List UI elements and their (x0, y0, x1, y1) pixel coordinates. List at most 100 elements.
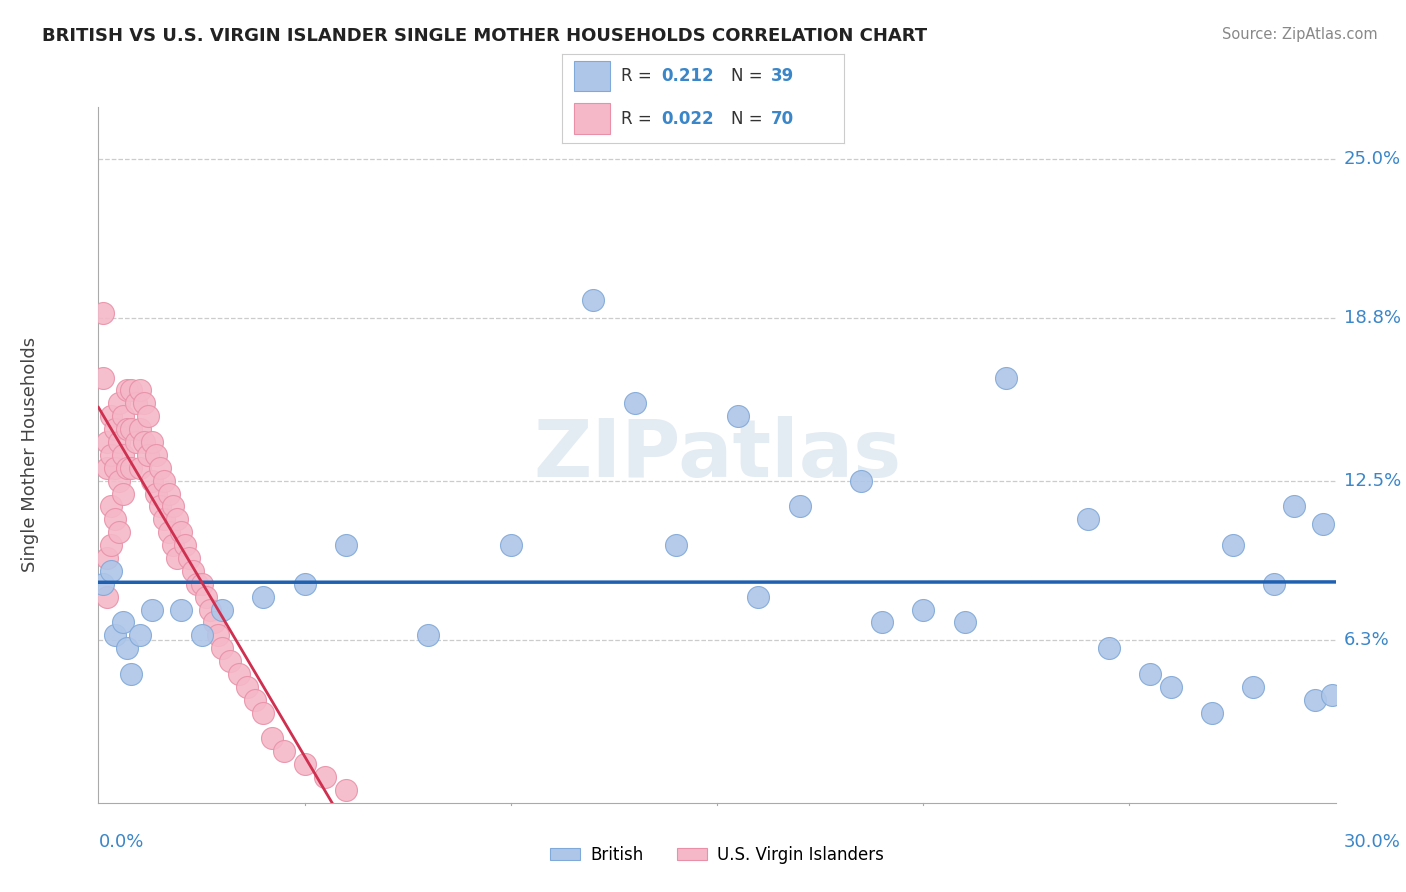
Point (1241, 680, 1264, 694)
Point (912, 602, 935, 616)
Point (120, 667, 142, 681)
Point (112, 409, 135, 424)
Point (162, 538, 184, 552)
Point (128, 384, 150, 398)
Point (128, 422, 150, 436)
Point (91, 370, 114, 384)
Point (104, 512, 127, 526)
Point (273, 744, 295, 758)
Point (149, 460, 172, 475)
Point (851, 474, 873, 488)
Point (582, 293, 605, 308)
Point (145, 486, 167, 500)
Point (181, 564, 204, 578)
Text: Source: ZipAtlas.com: Source: ZipAtlas.com (1222, 27, 1378, 42)
Point (108, 474, 131, 488)
Point (166, 551, 188, 566)
Point (100, 448, 122, 462)
Text: 30.0%: 30.0% (1344, 833, 1400, 851)
Point (96, 460, 118, 475)
Point (104, 628, 127, 642)
Point (141, 474, 163, 488)
Text: 0.0%: 0.0% (98, 833, 143, 851)
Text: N =: N = (731, 67, 762, 85)
Point (120, 460, 142, 475)
Point (314, 770, 336, 784)
Point (128, 628, 150, 642)
Point (100, 564, 122, 578)
Point (104, 460, 127, 475)
Point (252, 590, 274, 604)
Text: 6.3%: 6.3% (1344, 632, 1389, 649)
Point (124, 396, 146, 410)
Point (252, 706, 274, 720)
Point (1320, 688, 1343, 702)
Text: Single Mother Households: Single Mother Households (21, 337, 39, 573)
Point (499, 538, 522, 552)
Point (243, 692, 266, 706)
Point (96, 590, 118, 604)
Point (1077, 512, 1099, 526)
Point (162, 500, 184, 514)
Point (335, 538, 357, 552)
Point (190, 576, 212, 591)
Point (153, 474, 176, 488)
Point (870, 615, 893, 630)
Point (96, 435, 118, 450)
Point (190, 628, 212, 642)
Point (112, 486, 135, 500)
Point (112, 448, 135, 462)
Point (136, 448, 159, 462)
Text: 25.0%: 25.0% (1344, 150, 1402, 168)
Point (108, 396, 131, 410)
Point (1139, 667, 1161, 681)
Point (260, 731, 283, 746)
Point (170, 525, 193, 540)
Text: 0.022: 0.022 (661, 110, 713, 128)
Point (1303, 692, 1326, 706)
Text: BRITISH VS U.S. VIRGIN ISLANDER SINGLE MOTHER HOUSEHOLDS CORRELATION CHART: BRITISH VS U.S. VIRGIN ISLANDER SINGLE M… (42, 27, 928, 45)
Point (132, 435, 155, 450)
Point (174, 538, 197, 552)
Point (294, 757, 316, 772)
Point (108, 435, 131, 450)
Text: 18.8%: 18.8% (1344, 310, 1400, 327)
Point (953, 615, 976, 630)
Point (418, 628, 440, 642)
Point (120, 384, 142, 398)
Point (207, 628, 229, 642)
Point (128, 460, 150, 475)
Text: 0.212: 0.212 (661, 67, 713, 85)
Point (91, 576, 114, 591)
Point (120, 422, 142, 436)
Point (1263, 576, 1285, 591)
Text: ZIPatlas: ZIPatlas (533, 416, 901, 494)
Point (132, 396, 155, 410)
Point (1160, 680, 1182, 694)
Point (91, 306, 114, 320)
Text: 70: 70 (770, 110, 793, 128)
Point (124, 435, 146, 450)
Point (198, 602, 221, 616)
Text: R =: R = (621, 67, 652, 85)
Point (117, 460, 139, 475)
Point (157, 486, 180, 500)
Point (789, 500, 811, 514)
Point (623, 396, 645, 410)
Point (117, 641, 139, 656)
Point (294, 576, 316, 591)
Point (100, 409, 122, 424)
Point (219, 654, 242, 668)
Point (1098, 641, 1121, 656)
Point (117, 422, 139, 436)
Point (141, 602, 163, 616)
Point (136, 409, 159, 424)
Point (141, 435, 163, 450)
Point (1284, 500, 1306, 514)
Point (104, 422, 127, 436)
Point (112, 615, 135, 630)
Point (335, 783, 357, 797)
Text: R =: R = (621, 110, 652, 128)
Point (157, 525, 180, 540)
Point (166, 512, 188, 526)
